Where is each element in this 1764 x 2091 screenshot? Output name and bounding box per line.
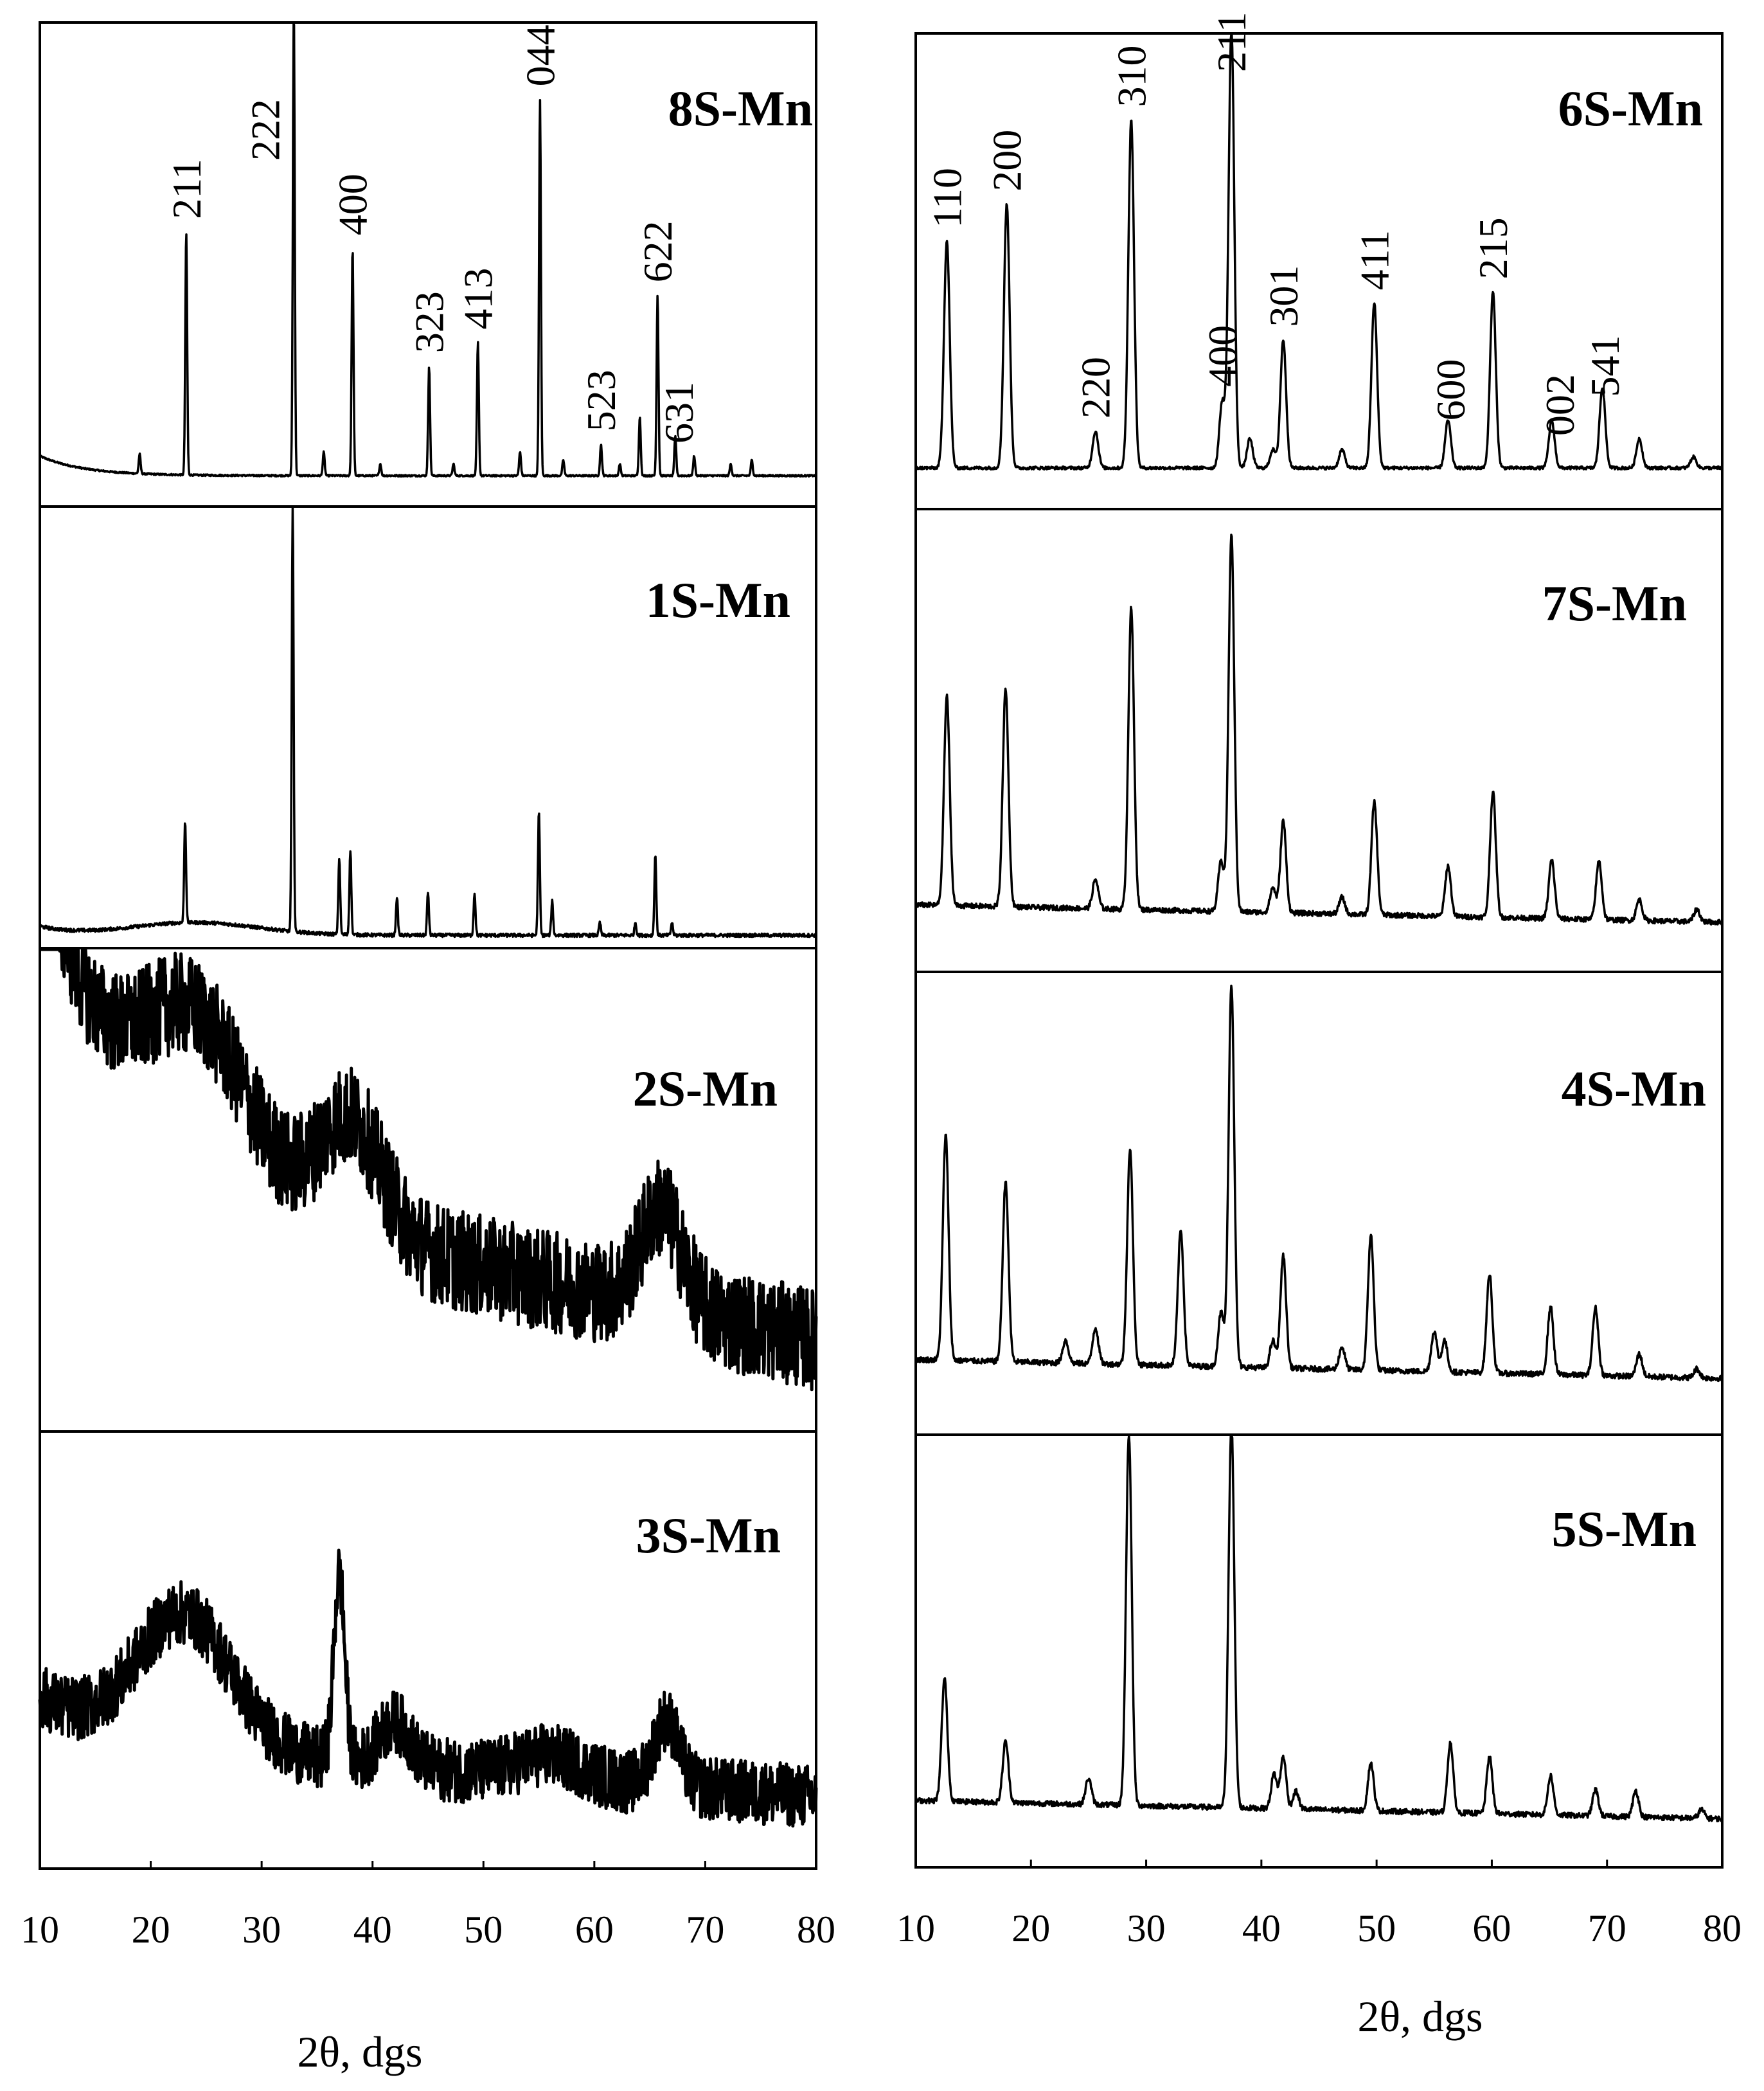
x-tick-label: 80 bbox=[1703, 1907, 1742, 1950]
x-tick-label: 60 bbox=[575, 1908, 614, 1951]
x-tick-label: 20 bbox=[132, 1908, 170, 1951]
hkl-label: 200 bbox=[984, 130, 1030, 192]
panel-title: 1S-Mn bbox=[646, 572, 790, 628]
x-tick-label: 30 bbox=[1127, 1907, 1166, 1950]
panel-1S-Mn: 1S-Mn bbox=[39, 505, 817, 949]
x-tick-label: 80 bbox=[797, 1908, 835, 1951]
x-tick-label: 50 bbox=[464, 1908, 503, 1951]
hkl-label: 411 bbox=[1352, 230, 1398, 291]
x-tick-label: 10 bbox=[896, 1907, 935, 1950]
panel-4S-Mn: 4S-Mn bbox=[914, 971, 1724, 1436]
hkl-label: 211 bbox=[1209, 12, 1254, 72]
hkl-label: 622 bbox=[635, 220, 681, 282]
hkl-label: 211 bbox=[164, 159, 209, 219]
panel-7S-Mn: 7S-Mn bbox=[914, 508, 1724, 973]
x-axis-title: 2θ, dgs bbox=[297, 2027, 422, 2076]
hkl-label: 323 bbox=[407, 291, 452, 353]
hkl-label: 301 bbox=[1261, 265, 1306, 327]
hkl-label: 413 bbox=[456, 268, 501, 330]
panel-8S-Mn: 8S-Mn 211 222 400 323 413 044 523 622 631 bbox=[39, 21, 817, 508]
hkl-label: 631 bbox=[656, 382, 702, 444]
panel-title: 7S-Mn bbox=[1542, 575, 1687, 631]
hkl-label: 002 bbox=[1537, 374, 1583, 436]
x-tick-label: 70 bbox=[1588, 1907, 1626, 1950]
series-line bbox=[39, 947, 818, 1392]
panel-title: 2S-Mn bbox=[633, 1061, 778, 1117]
hkl-label: 110 bbox=[924, 168, 970, 228]
x-tick-label: 40 bbox=[353, 1908, 392, 1951]
panel-frame bbox=[914, 1433, 1724, 1869]
panel-title: 8S-Mn bbox=[668, 80, 813, 136]
hkl-label: 400 bbox=[330, 174, 376, 235]
x-tick-label: 20 bbox=[1011, 1907, 1050, 1950]
panel-title: 5S-Mn bbox=[1552, 1501, 1697, 1557]
hkl-label: 400 bbox=[1200, 325, 1245, 387]
hkl-label: 220 bbox=[1073, 357, 1119, 418]
hkl-label: 222 bbox=[242, 99, 288, 161]
hkl-label: 310 bbox=[1109, 46, 1154, 107]
x-tick-label: 50 bbox=[1357, 1907, 1396, 1950]
hkl-label: 044 bbox=[517, 24, 563, 86]
series-line bbox=[38, 1548, 818, 1828]
hkl-label: 523 bbox=[578, 370, 624, 431]
panel-3S-Mn: 3S-Mn 10 20 30 40 50 60 70 80 2θ, dgs bbox=[21, 1430, 835, 2076]
series-line bbox=[39, 507, 817, 938]
panel-2S-Mn: 2S-Mn bbox=[39, 947, 818, 1433]
series-line bbox=[39, 22, 817, 478]
panel-5S-Mn: 5S-Mn 10 20 30 40 50 60 70 80 2θ, dgs bbox=[896, 1433, 1742, 2041]
panel-frame bbox=[39, 1430, 817, 1870]
series-line bbox=[914, 984, 1724, 1383]
panel-6S-Mn: 6S-Mn 110 200 220 310 400 211 301 411 600 215 00254… bbox=[914, 12, 1724, 510]
panel-title: 4S-Mn bbox=[1562, 1061, 1706, 1117]
x-tick-label: 30 bbox=[242, 1908, 281, 1951]
x-tick-label: 60 bbox=[1472, 1907, 1511, 1950]
x-tick-label: 70 bbox=[686, 1908, 724, 1951]
hkl-label: 541 bbox=[1582, 336, 1628, 397]
hkl-label: 215 bbox=[1470, 217, 1516, 279]
panel-title: 3S-Mn bbox=[636, 1507, 781, 1563]
series-line bbox=[915, 33, 1724, 471]
series-line bbox=[915, 534, 1724, 926]
series-line bbox=[914, 1435, 1724, 1823]
hkl-label: 600 bbox=[1428, 359, 1474, 421]
x-tick-label: 10 bbox=[21, 1908, 59, 1951]
x-tick-label: 40 bbox=[1242, 1907, 1281, 1950]
panel-title: 6S-Mn bbox=[1558, 80, 1703, 136]
x-axis-title: 2θ, dgs bbox=[1357, 1992, 1483, 2041]
